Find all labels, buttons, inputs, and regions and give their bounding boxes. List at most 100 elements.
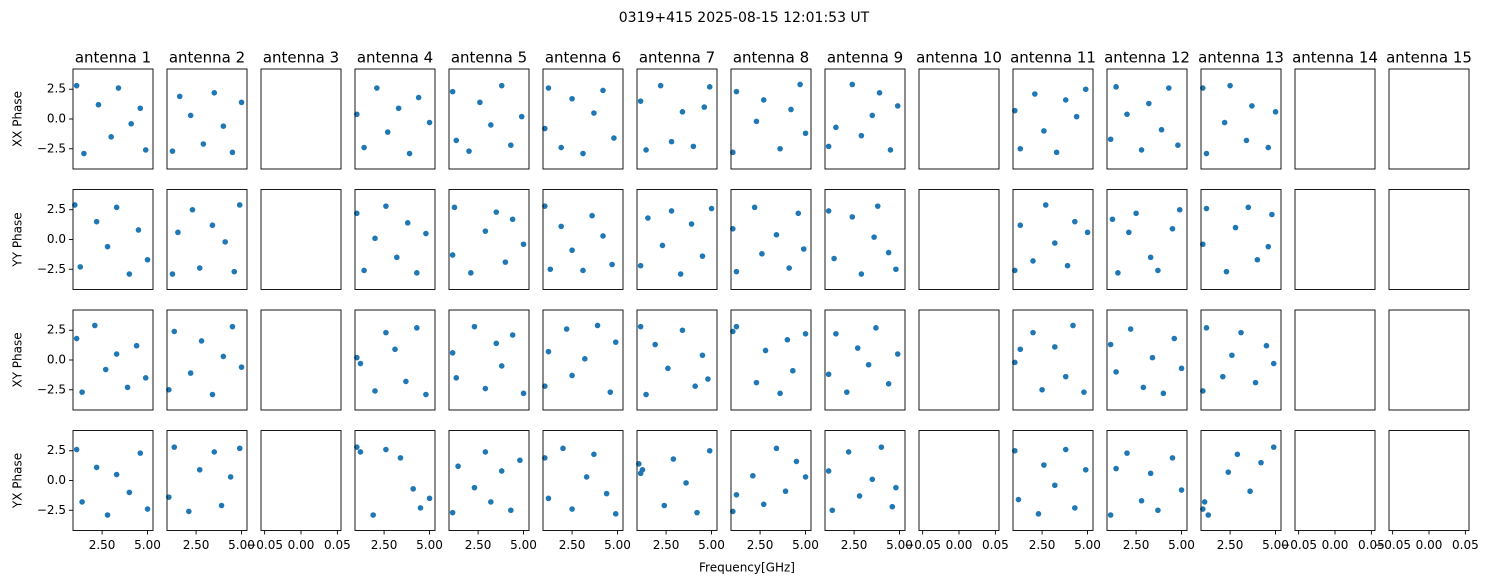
- scatter-point: [668, 208, 675, 214]
- scatter-point: [782, 488, 789, 495]
- scatter-point: [509, 332, 516, 338]
- axes-frame: [354, 430, 436, 531]
- scatter-point: [133, 342, 140, 349]
- scatter-point: [1178, 365, 1185, 372]
- scatter-point: [113, 204, 120, 211]
- scatter-point: [831, 255, 837, 262]
- scatter-point: [392, 346, 398, 353]
- x-tick-label: −0.05: [246, 538, 283, 552]
- axes-frame: [636, 189, 718, 290]
- scatter-point: [849, 81, 856, 88]
- scatter-point: [569, 506, 575, 512]
- scatter-point: [498, 468, 505, 474]
- scatter-point: [95, 101, 102, 108]
- scatter-point: [1015, 496, 1022, 503]
- axes-frame: [824, 68, 906, 170]
- scatter-point: [873, 325, 879, 331]
- axes-frame: [448, 430, 530, 531]
- scatter-point: [683, 480, 689, 486]
- axes-frame: [824, 189, 906, 290]
- scatter-point: [176, 93, 183, 100]
- scatter-point: [784, 336, 791, 343]
- axes-frame: [260, 309, 342, 411]
- scatter-point: [124, 384, 131, 391]
- scatter-point: [1227, 82, 1233, 89]
- scatter-point: [849, 214, 856, 220]
- scatter-point: [227, 474, 234, 480]
- scatter-point: [1113, 465, 1119, 472]
- scatter-point: [1146, 100, 1152, 107]
- scatter-point: [558, 223, 564, 230]
- column-title: antenna 5: [451, 49, 527, 67]
- x-tick-label: 5.00: [792, 538, 819, 552]
- scatter-point: [701, 104, 708, 110]
- scatter-point: [688, 221, 695, 227]
- x-tick-label: 2.50: [371, 538, 398, 552]
- scatter-point: [493, 340, 500, 347]
- scatter-point: [1258, 459, 1264, 466]
- scatter-point: [520, 241, 527, 248]
- scatter-point: [1147, 470, 1154, 477]
- column-title: antenna 15: [1386, 49, 1472, 67]
- scatter-point: [637, 323, 644, 330]
- scatter-point: [1053, 149, 1060, 156]
- column-title: antenna 4: [357, 49, 433, 67]
- axes-frame: [636, 309, 718, 411]
- axes-frame: [354, 68, 436, 170]
- scatter-point: [1232, 224, 1239, 231]
- scatter-point: [1070, 322, 1076, 329]
- y-axis-label: XX Phase: [11, 91, 25, 147]
- scatter-point: [1140, 384, 1147, 391]
- scatter-point: [104, 243, 111, 250]
- scatter-point: [569, 372, 575, 379]
- scatter-point: [856, 493, 863, 499]
- scatter-point: [113, 351, 120, 357]
- scatter-point: [582, 356, 588, 362]
- scatter-point: [403, 378, 409, 385]
- scatter-point: [569, 247, 575, 254]
- scatter-point: [218, 502, 225, 509]
- scatter-point: [231, 268, 238, 275]
- scatter-point: [802, 130, 809, 137]
- x-tick-label: 5.00: [886, 538, 913, 552]
- scatter-point: [108, 134, 114, 140]
- y-tick-label: 2.5: [47, 323, 66, 337]
- scatter-point: [1062, 446, 1069, 453]
- scatter-point: [372, 235, 378, 242]
- scatter-point: [865, 361, 872, 368]
- scatter-point: [509, 216, 516, 223]
- scatter-point: [468, 270, 474, 276]
- scatter-point: [508, 507, 514, 514]
- scatter-point: [699, 352, 706, 359]
- scatter-point: [668, 138, 675, 145]
- axes-frame: [448, 309, 530, 411]
- x-tick-label: 0.05: [982, 538, 1009, 552]
- scatter-point: [361, 267, 367, 274]
- axes-frame: [1200, 309, 1282, 411]
- scatter-point: [1072, 218, 1078, 225]
- scatter-point: [1109, 216, 1116, 223]
- scatter-point: [1107, 512, 1114, 518]
- scatter-point: [493, 209, 500, 215]
- scatter-point: [77, 264, 84, 270]
- scatter-point: [1220, 373, 1226, 380]
- scatter-point: [802, 474, 809, 480]
- column-title: antenna 3: [263, 49, 339, 67]
- scatter-point: [1138, 147, 1145, 153]
- scatter-point: [705, 376, 711, 382]
- scatter-point: [1030, 329, 1036, 336]
- x-tick-label: 2.50: [183, 538, 210, 552]
- scatter-point: [471, 323, 478, 330]
- axes-frame: [1294, 430, 1376, 531]
- scatter-point: [1205, 512, 1212, 518]
- x-tick-label: 0.00: [1322, 538, 1349, 552]
- x-tick-label: −0.05: [904, 538, 941, 552]
- scatter-point: [1272, 109, 1279, 115]
- y-tick-label: 0.0: [47, 112, 66, 126]
- axes-frame: [1012, 309, 1094, 411]
- scatter-point: [414, 270, 420, 276]
- scatter-point: [498, 82, 505, 89]
- scatter-point: [788, 106, 794, 113]
- axes-frame: [1388, 430, 1470, 531]
- axes-frame: [72, 309, 154, 411]
